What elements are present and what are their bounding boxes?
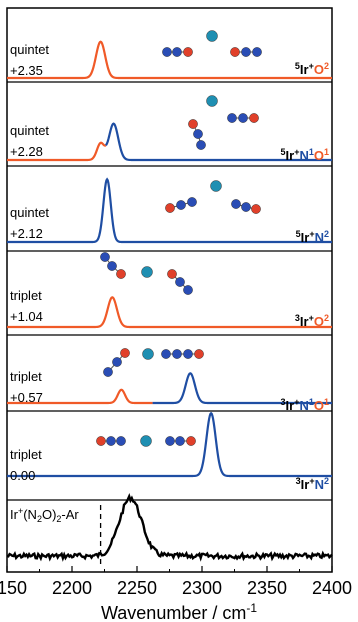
x-tick-label: 2350 bbox=[247, 578, 287, 598]
atom-o bbox=[183, 47, 193, 57]
atom-o bbox=[165, 203, 175, 213]
atom-n bbox=[252, 47, 262, 57]
series-line bbox=[7, 40, 332, 80]
atom-o bbox=[251, 204, 261, 214]
atom-n bbox=[241, 47, 251, 57]
plot-frame bbox=[6, 7, 333, 573]
atom-n bbox=[162, 47, 172, 57]
panel-6: triplet 0.00 3Ir+N2 bbox=[7, 410, 332, 492]
x-tick-label: 2250 bbox=[117, 578, 157, 598]
energy-label: +2.28 bbox=[10, 144, 43, 159]
series-line bbox=[104, 122, 332, 162]
series-line bbox=[7, 388, 153, 405]
experiment-label: Ir+(N2O)2-Ar bbox=[10, 506, 79, 524]
atom-o bbox=[194, 349, 204, 359]
atom-n bbox=[196, 140, 206, 150]
atom-n bbox=[227, 113, 237, 123]
spin-label: quintet bbox=[10, 42, 49, 57]
spin-label: quintet bbox=[10, 123, 49, 138]
atom-n bbox=[183, 349, 193, 359]
species-label: 5Ir+N1O1 bbox=[281, 147, 330, 163]
experiment-panel: Ir+(N2O)2-Ar bbox=[6, 492, 333, 568]
atom-n bbox=[193, 129, 203, 139]
atom-n bbox=[231, 199, 241, 209]
spin-label: triplet bbox=[10, 447, 42, 462]
atom-o bbox=[120, 348, 130, 358]
species-label: 5Ir+O2 bbox=[295, 61, 329, 77]
atom-n bbox=[176, 200, 186, 210]
atom-o bbox=[167, 269, 177, 279]
spin-label: quintet bbox=[10, 205, 49, 220]
atom-o bbox=[249, 113, 259, 123]
series-line bbox=[7, 411, 332, 478]
atom-n bbox=[172, 47, 182, 57]
energy-label: +2.12 bbox=[10, 226, 43, 241]
atom-n bbox=[183, 285, 193, 295]
atom-o bbox=[116, 269, 126, 279]
x-tick-label: 2200 bbox=[52, 578, 92, 598]
panel-1: quintet +2.35 5Ir+O2 bbox=[7, 40, 332, 80]
atom-n bbox=[238, 113, 248, 123]
atom-o bbox=[230, 47, 240, 57]
atom-ir bbox=[140, 435, 152, 447]
x-tick-label: 2400 bbox=[312, 578, 352, 598]
atom-ir bbox=[206, 30, 218, 42]
x-axis-label: Wavenumber / cm-1 bbox=[101, 601, 257, 622]
series-line bbox=[7, 177, 332, 244]
atom-ir bbox=[210, 180, 222, 192]
atom-ir bbox=[141, 266, 153, 278]
atom-o bbox=[96, 436, 106, 446]
series-line bbox=[152, 372, 332, 405]
atom-o bbox=[188, 119, 198, 129]
x-tick-label: 2300 bbox=[182, 578, 222, 598]
atom-ir bbox=[142, 348, 154, 360]
species-label: 3Ir+N1O1 bbox=[281, 397, 330, 413]
species-label: 3Ir+O2 bbox=[295, 313, 329, 329]
spin-label: triplet bbox=[10, 288, 42, 303]
panel-2: quintet +2.28 5Ir+N1O1 bbox=[7, 81, 332, 163]
atom-n bbox=[107, 261, 117, 271]
atom-n bbox=[175, 277, 185, 287]
atom-n bbox=[116, 436, 126, 446]
atom-o bbox=[186, 436, 196, 446]
energy-label: +1.04 bbox=[10, 309, 43, 324]
energy-label: +2.35 bbox=[10, 63, 43, 78]
series-line bbox=[7, 141, 107, 162]
atom-n bbox=[161, 349, 171, 359]
species-label: 3Ir+N2 bbox=[296, 476, 329, 492]
atom-n bbox=[175, 436, 185, 446]
atom-n bbox=[100, 252, 110, 262]
x-tick-label: 2150 bbox=[0, 578, 27, 598]
energy-label: +0.57 bbox=[10, 390, 43, 405]
atom-n bbox=[241, 202, 251, 212]
atom-n bbox=[103, 367, 113, 377]
experiment-spectrum bbox=[6, 492, 333, 562]
energy-label: 0.00 bbox=[10, 468, 35, 483]
atom-n bbox=[106, 436, 116, 446]
panel-5: triplet +0.57 3Ir+N1O1 bbox=[7, 334, 332, 413]
series-line bbox=[7, 296, 332, 329]
atom-n bbox=[172, 349, 182, 359]
species-label: 5Ir+N2 bbox=[296, 229, 329, 245]
panel-4: triplet +1.04 3Ir+O2 bbox=[7, 250, 332, 329]
atom-n bbox=[187, 197, 197, 207]
atom-n bbox=[112, 357, 122, 367]
atom-n bbox=[165, 436, 175, 446]
panel-3: quintet +2.12 5Ir+N2 bbox=[7, 165, 332, 245]
spin-label: triplet bbox=[10, 369, 42, 384]
atom-ir bbox=[206, 95, 218, 107]
